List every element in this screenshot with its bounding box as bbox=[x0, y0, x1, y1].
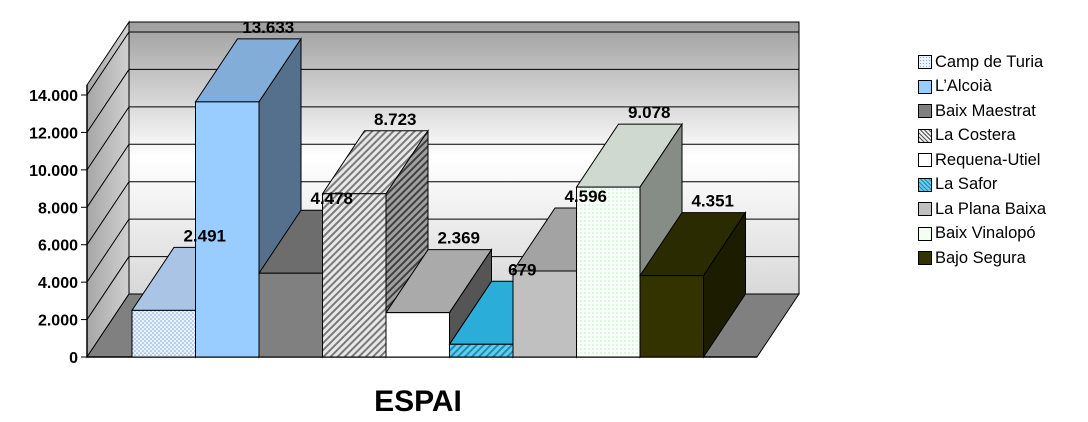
bars bbox=[131, 37, 747, 359]
legend-item-la-costera: La Costera bbox=[918, 124, 1086, 149]
legend-item-baix-maestrat: Baix Maestrat bbox=[918, 99, 1086, 124]
legend-item-la-safor: La Safor bbox=[918, 173, 1086, 198]
data-label-baix-vinalopo: 9.078 bbox=[628, 103, 671, 122]
gridline bbox=[86, 68, 799, 133]
bar-front-face bbox=[258, 272, 323, 358]
data-label-baix-maestrat: 4.478 bbox=[310, 189, 353, 208]
legend-swatch bbox=[918, 226, 932, 241]
y-tick-label: 10.000 bbox=[29, 163, 78, 180]
bar-front-face bbox=[385, 312, 450, 358]
legend-swatch bbox=[918, 251, 932, 266]
legend-swatch bbox=[918, 202, 932, 217]
legend-swatch bbox=[918, 79, 932, 94]
legend-item-requena-utiel: Requena-Utiel bbox=[918, 148, 1086, 173]
data-label-bajo-segura: 4.351 bbox=[691, 192, 734, 211]
legend-item-baix-vinalopo: Baix Vinalopó bbox=[918, 222, 1086, 247]
y-tick-label: 2.000 bbox=[38, 313, 78, 330]
data-label-camp-de-turia: 2.491 bbox=[183, 226, 226, 245]
legend-item-la-plana-baixa: La Plana Baixa bbox=[918, 197, 1086, 222]
bar-front-face bbox=[131, 309, 196, 358]
bar-front-face bbox=[512, 270, 577, 358]
y-tick-label: 0 bbox=[69, 350, 78, 367]
bar-baix-vinalopo bbox=[575, 122, 683, 359]
bar-front-face bbox=[639, 275, 704, 358]
bar-front-face bbox=[322, 193, 387, 358]
bar-front-face bbox=[195, 101, 260, 358]
legend-swatch bbox=[918, 104, 932, 119]
data-label-l-alcoia: 13.633 bbox=[242, 18, 294, 37]
legend-label: La Safor bbox=[935, 175, 998, 194]
gridline bbox=[86, 31, 799, 96]
gridline bbox=[86, 143, 799, 208]
legend-label: La Plana Baixa bbox=[935, 199, 1046, 218]
legend-swatch bbox=[918, 128, 932, 143]
gridline bbox=[86, 106, 799, 171]
y-tick-label: 14.000 bbox=[29, 88, 78, 105]
bar-front-face bbox=[576, 186, 641, 358]
gridline bbox=[86, 181, 799, 245]
bar-bajo-segura bbox=[639, 210, 747, 359]
legend-label: Requena-Utiel bbox=[935, 150, 1041, 169]
legend-item-l-alcoia: L’Alcoià bbox=[918, 75, 1086, 100]
data-label-la-costera: 8.723 bbox=[374, 110, 417, 129]
legend-item-camp-de-turia: Camp de Turia bbox=[918, 50, 1086, 75]
data-label-la-safor: 679 bbox=[508, 260, 536, 279]
legend-swatch bbox=[918, 153, 932, 168]
y-tick-label: 8.000 bbox=[38, 200, 78, 217]
legend-label: L’Alcoià bbox=[935, 77, 992, 96]
legend-item-bajo-segura: Bajo Segura bbox=[918, 246, 1086, 271]
legend-swatch bbox=[918, 55, 932, 70]
legend-label: Baix Maestrat bbox=[935, 101, 1036, 120]
x-axis-title: ESPAI bbox=[374, 385, 462, 418]
legend: Camp de Turia L’Alcoià Baix Maestrat La Cos… bbox=[918, 50, 1086, 271]
legend-label: Baix Vinalopó bbox=[935, 224, 1036, 243]
data-labels: 2.491 13.633 4.478 8.723 2.369 679 4.596 9.078 4… bbox=[183, 18, 734, 279]
data-label-requena-utiel: 2.369 bbox=[437, 229, 480, 248]
y-tick-label: 12.000 bbox=[29, 125, 78, 142]
legend-label: La Costera bbox=[935, 126, 1016, 145]
bar-front-face bbox=[449, 343, 514, 358]
legend-swatch bbox=[918, 177, 932, 192]
y-tick-label: 6.000 bbox=[38, 238, 78, 255]
bar-l-alcoia bbox=[194, 37, 302, 359]
legend-label: Camp de Turia bbox=[935, 52, 1044, 71]
legend-label: Bajo Segura bbox=[935, 248, 1026, 267]
data-label-la-plana-baixa: 4.596 bbox=[564, 187, 607, 206]
y-tick-label: 4.000 bbox=[38, 275, 78, 292]
